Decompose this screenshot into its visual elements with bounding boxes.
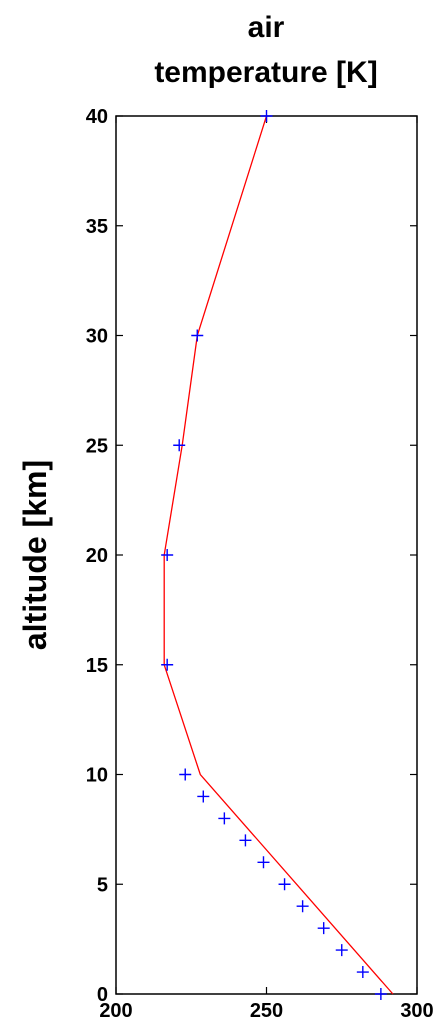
observation-marker xyxy=(179,768,192,781)
y-tick-label: 15 xyxy=(86,655,108,677)
observation-marker xyxy=(356,966,369,979)
observation-marker xyxy=(296,900,309,913)
observation-marker xyxy=(161,549,174,561)
y-tick-label: 20 xyxy=(86,545,108,567)
y-tick-label: 0 xyxy=(97,984,108,1006)
y-tick-label: 5 xyxy=(97,874,108,896)
y-axis-label: altitude [km] xyxy=(17,460,53,650)
x-tick-label: 300 xyxy=(400,1000,433,1022)
observation-marker xyxy=(260,110,273,122)
observation-marker xyxy=(173,439,186,452)
observation-marker xyxy=(191,329,204,342)
observation-marker xyxy=(278,878,291,891)
x-tick-label: 200 xyxy=(99,1000,132,1022)
y-tick-label: 30 xyxy=(86,326,108,348)
y-tick-label: 25 xyxy=(86,435,108,457)
observation-marker xyxy=(317,922,330,935)
plot-area: 200 250 300 0 5 10 15 20 25 30 35 40 xyxy=(86,106,434,1022)
observation-marker xyxy=(218,812,231,825)
y-tick-label: 10 xyxy=(86,765,108,787)
chart-title-line-1: air xyxy=(248,11,285,44)
y-tick-label: 35 xyxy=(86,216,108,238)
x-tick-label: 250 xyxy=(250,1000,283,1022)
observation-marker xyxy=(335,944,348,957)
observation-marker xyxy=(197,790,210,803)
observation-marker xyxy=(239,834,252,847)
chart-title-line-2: temperature [K] xyxy=(154,56,377,89)
observation-marker xyxy=(257,856,270,869)
observation-marker xyxy=(374,988,387,1000)
y-tick-label: 40 xyxy=(86,106,108,128)
observation-marker xyxy=(161,658,174,671)
